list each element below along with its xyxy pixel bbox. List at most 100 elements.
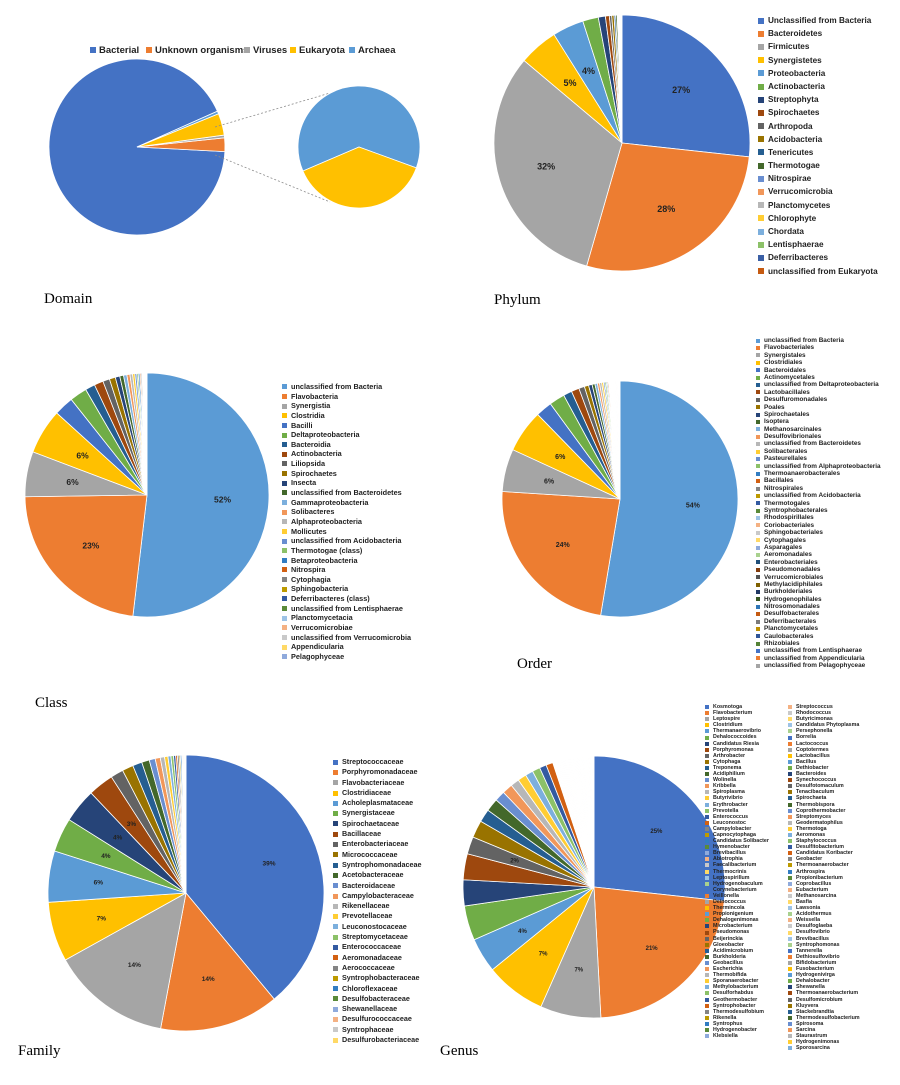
legend-label: Thermotogae (class) [291,545,363,555]
legend-swatch [756,508,760,513]
legend-swatch [282,422,287,428]
genus-col2-legend-item: Thermoanaerobacter [788,862,860,868]
legend-label: Deferribacteres [768,253,829,263]
legend-swatch [705,973,709,978]
legend-swatch [788,918,792,923]
genus-col1-legend-item: Butyrivibrio [705,795,769,801]
legend-swatch [282,567,287,573]
legend-swatch [705,772,709,777]
phylum-pie-slice-2 [493,59,623,267]
legend-label: Methanosarcina [796,892,837,899]
legend-label: Eukaryota [299,45,345,56]
legend-label: Pseudomonadales [764,566,821,574]
legend-label: Thermobifida [713,972,747,979]
legend-label: Leuconostocaceae [342,921,407,931]
domain-pie-slice-0 [48,58,226,236]
legend-swatch [788,772,792,777]
legend-swatch [282,413,287,419]
legend-label: Butyrivibrio [713,795,743,802]
legend-swatch [282,586,287,592]
genus-col2-legend-item: Desulfitobacterium [788,844,860,850]
family-legend-item: Micrococcaceae [333,850,421,860]
legend-swatch [705,942,709,947]
genus-col1-legend-item: Abiotrophia [705,856,769,862]
legend-swatch [705,808,709,813]
genus-col1-legend-item: Kosmotoga [705,704,769,710]
order-legend-item: Deferribacterales [756,618,881,625]
legend-swatch [756,471,760,476]
legend-swatch [333,955,338,961]
genus-col1-legend-item: Acidimicrobium [705,948,769,954]
order-legend-item: Nitrospirales [756,485,881,492]
genus-col1-legend-item: Propionigenium [705,911,769,917]
legend-swatch [788,1046,792,1051]
legend-swatch [282,451,287,457]
legend-swatch [705,765,709,770]
genus-col2-legend-item: Dethiosulfovibrio [788,954,860,960]
legend-swatch [756,479,760,484]
phylum-legend-item: Synergistetes [758,54,878,67]
legend-label: Deferribacteres (class) [291,594,370,604]
legend-swatch [282,519,287,525]
genus-col2-legend-item: Hydrogenivirga [788,972,860,978]
phylum-legend-item: Arthropoda [758,120,878,133]
family-legend-item: Bacillaceae [333,829,421,839]
legend-swatch [758,162,764,169]
genus-col2-legend-item: Tannerella [788,948,860,954]
legend-label: Bacillaceae [342,829,382,839]
legend-label: Isoptera [764,418,789,426]
legend-label: Escherichia [713,966,743,973]
legend-label: Abiotrophia [713,856,743,863]
phylum-legend-item: Chlorophyte [758,212,878,225]
legend-swatch [705,869,709,874]
legend-label: Streptococcus [796,704,833,710]
genus-col1-legend-item: Cytophaga [705,759,769,765]
order-legend-item: Aeromonadales [756,551,881,558]
legend-label: Pelagophyceae [291,651,345,661]
order-legend-item: Desulfovibrionales [756,433,881,440]
legend-label: Thermoanaerobacterales [764,470,841,478]
family-pie-slice-27 [184,754,187,894]
legend-label: Prevotellaceae [342,911,393,921]
legend-swatch [788,900,792,905]
legend-label: Campylobacteraceae [342,890,414,900]
legend-label: Desulfobacteraceae [342,993,410,1003]
legend-label: Dethiosulfovibrio [796,953,840,960]
class-legend-item: Betaproteobacteria [282,556,411,566]
class-legend-item: Insecta [282,478,411,488]
order-legend-item: Planctomycetales [756,625,881,632]
legend-label: Sarcina [796,1026,816,1033]
legend-swatch [333,944,338,950]
legend-swatch [788,875,792,880]
legend-label: Thermotogales [764,499,810,507]
legend-swatch [756,553,760,558]
genus-pie-data-label-8: 2% [510,858,519,864]
legend-swatch [333,893,338,899]
genus-col2-legend-item: Staphylococcus [788,838,860,844]
legend-swatch [705,741,709,746]
legend-swatch [756,353,760,358]
legend-swatch [705,723,709,728]
legend-label: Burkholderiales [764,588,813,596]
legend-label: Propionigenium [713,911,754,918]
legend-swatch [788,723,792,728]
legend-label: Desulfomicrobium [796,996,843,1003]
legend-swatch [349,47,355,53]
order-legend-item: Bacillales [756,477,881,484]
class-legend-item: Thermotogae (class) [282,546,411,556]
legend-label: Porphyromonas [713,746,754,753]
class-legend-item: Appendicularia [282,642,411,652]
legend-label: Porphyromonadaceae [342,767,418,777]
genus-col1-legend-item: Hydrogenobaculum [705,881,769,887]
genus-col1-legend-item: Clostridium [705,722,769,728]
legend-swatch [282,403,287,409]
legend-label: Poales [764,403,785,411]
legend-swatch [788,851,792,856]
genus-col1-legend-item: Burkholderia [705,954,769,960]
legend-swatch [333,1006,338,1012]
genus-col2-legend-item: Geobacter [788,856,860,862]
legend-swatch [756,493,760,498]
legend-swatch [788,1040,792,1045]
phylum-legend-item: unclassified from Eukaryota [758,265,878,278]
legend-label: Syntrophaceae [342,1024,394,1034]
